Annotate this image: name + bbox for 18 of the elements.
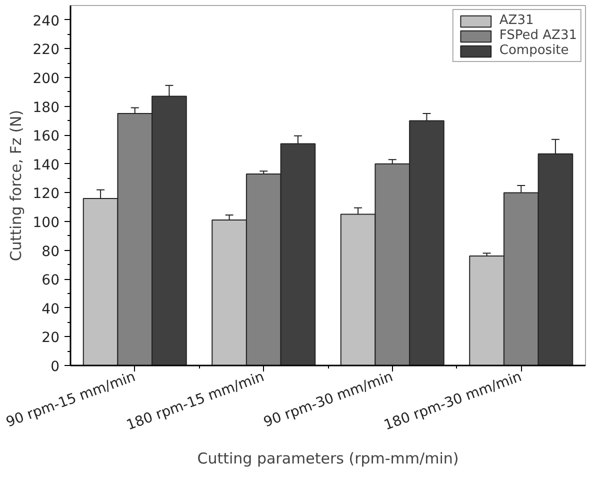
y-tick-label: 20 xyxy=(42,330,60,346)
y-tick-label: 240 xyxy=(32,13,60,30)
y-tick-label: 180 xyxy=(32,100,60,116)
y-tick-label: 140 xyxy=(32,157,60,174)
y-tick-label: 80 xyxy=(42,244,60,260)
legend-label: AZ31 xyxy=(499,13,534,28)
y-tick-label: 100 xyxy=(32,215,60,231)
y-tick-label: 0 xyxy=(50,359,60,375)
y-tick-label: 120 xyxy=(32,186,60,202)
y-tick-label: 40 xyxy=(42,301,60,318)
x-axis-title: Cutting parameters (rpm-mm/min) xyxy=(197,449,459,468)
y-tick-label: 200 xyxy=(32,71,60,87)
y-axis-title: Cutting force, Fz (N) xyxy=(6,110,25,262)
legend-label: FSPed AZ31 xyxy=(499,28,577,43)
y-tick-label: 60 xyxy=(42,272,60,289)
y-tick-label: 220 xyxy=(32,42,60,58)
legend-label: Composite xyxy=(499,43,569,58)
y-tick-label: 160 xyxy=(32,128,60,145)
